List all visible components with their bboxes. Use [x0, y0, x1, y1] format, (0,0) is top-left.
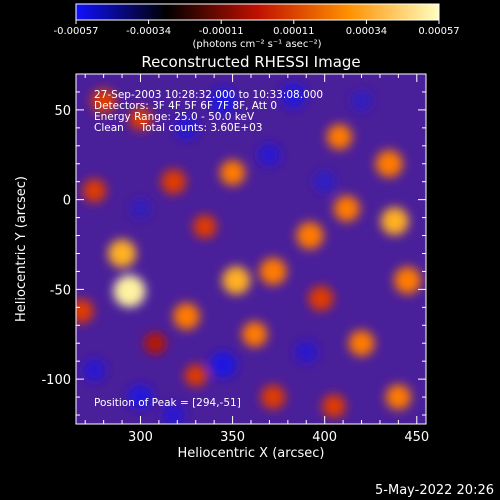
bright-region: [144, 332, 167, 355]
bright-region: [219, 160, 246, 186]
bright-region: [348, 330, 375, 357]
bright-region: [107, 239, 137, 268]
colorbar-tick-label: -0.00034: [126, 26, 171, 37]
peak-position-label: Position of Peak = [294,-51]: [94, 397, 241, 409]
bright-region: [76, 298, 94, 324]
bright-region: [393, 266, 422, 295]
x-axis-label: Heliocentric X (arcsec): [178, 446, 325, 461]
bright-region: [161, 169, 187, 195]
annotation-total-counts: Clean Total counts: 3.60E+03: [94, 122, 263, 134]
bright-region: [322, 394, 346, 418]
bright-region: [193, 214, 217, 239]
bright-region: [173, 303, 200, 330]
x-tick-label: 450: [404, 430, 429, 445]
colorbar-tick-label: 0.00011: [273, 26, 314, 37]
dim-region: [210, 87, 237, 115]
dim-region: [280, 82, 307, 109]
bright-region: [385, 384, 412, 410]
axis-ticks: 300 350 400 450 -100 -50 0 50: [41, 73, 429, 445]
bright-region: [91, 88, 117, 114]
colorbar-ticks: -0.00057 -0.00034 -0.00011 0.00011 0.00034 0.…: [54, 20, 460, 37]
annotation-energy-range: Energy Range: 25.0 - 50.0 keV: [94, 111, 255, 123]
footer-date: 5-May-2022 20:26: [375, 483, 494, 498]
bright-region: [241, 321, 268, 347]
colorbar-tick-label: 0.00057: [418, 26, 459, 37]
chart-title: Reconstructed RHESSI Image: [141, 53, 360, 71]
y-tick-label: 50: [54, 104, 71, 119]
colorbar-tick-label: -0.00057: [54, 26, 99, 37]
dim-region: [313, 170, 336, 193]
y-tick-label: 0: [63, 194, 71, 209]
bright-region: [113, 275, 146, 308]
dim-region: [82, 358, 107, 382]
bright-region: [82, 178, 107, 203]
y-axis-label: Heliocentric Y (arcsec): [14, 176, 29, 322]
bright-region: [184, 364, 207, 387]
x-tick-label: 300: [128, 430, 153, 445]
x-tick-label: 350: [220, 430, 245, 445]
dim-region: [257, 143, 282, 167]
bright-region: [333, 195, 360, 222]
dim-region: [351, 90, 373, 112]
colorbar-tick-label: -0.00011: [199, 26, 244, 37]
bright-region: [222, 266, 251, 295]
y-tick-label: -100: [41, 373, 71, 388]
dim-region: [174, 115, 199, 140]
dim-region: [130, 198, 151, 219]
annotation-time-range: 27-Sep-2003 10:28:32.000 to 10:33:08.000: [94, 89, 324, 101]
bright-region: [308, 285, 334, 311]
plot-area: [76, 74, 426, 424]
bright-region: [259, 257, 287, 286]
bright-region: [326, 124, 353, 150]
y-tick-label: -50: [50, 283, 71, 298]
dim-region: [127, 384, 154, 410]
colorbar: -0.00057 -0.00034 -0.00011 0.00011 0.00034 0.…: [54, 3, 460, 50]
colorbar-unit-label: (photons cm⁻² s⁻¹ asec⁻²): [192, 39, 321, 50]
x-tick-label: 400: [312, 430, 337, 445]
bright-region: [375, 150, 403, 178]
colorbar-gradient: [75, 3, 440, 21]
annotation-detectors: Detectors: 3F 4F 5F 6F 7F 8F, Att 0: [94, 100, 278, 112]
bright-region: [261, 384, 286, 410]
colorbar-tick-label: 0.00034: [346, 26, 387, 37]
bright-region: [296, 221, 324, 250]
bright-region: [380, 207, 409, 236]
dim-region: [161, 403, 186, 424]
dim-region: [210, 351, 237, 379]
emission-layer: [76, 82, 422, 424]
bright-region: [129, 107, 152, 131]
dim-region: [294, 340, 318, 364]
